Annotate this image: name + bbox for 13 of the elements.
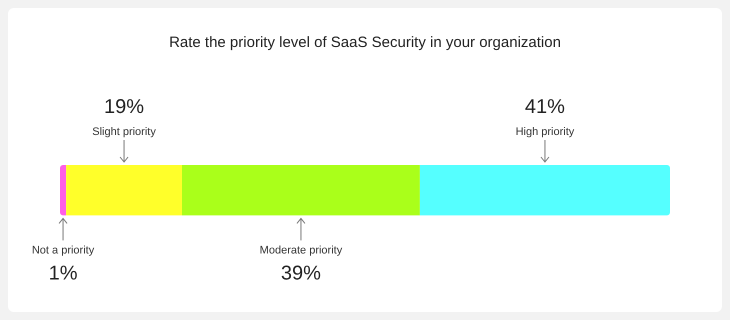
bar	[66, 165, 182, 216]
data-label: 41%	[524, 96, 566, 118]
chart-title: Rate the priority level of SaaS Security in your organization	[168, 34, 562, 51]
bar	[182, 165, 420, 216]
text: Slight priority	[92, 126, 156, 138]
text: Moderate priority	[260, 244, 343, 256]
data-label: 19%	[104, 96, 144, 118]
text: High priority	[516, 126, 575, 138]
bar	[420, 165, 670, 216]
bar	[60, 165, 66, 216]
data-label: 39%	[280, 262, 322, 284]
data-label: 1%	[48, 262, 78, 284]
text: Not a priority	[32, 244, 95, 256]
